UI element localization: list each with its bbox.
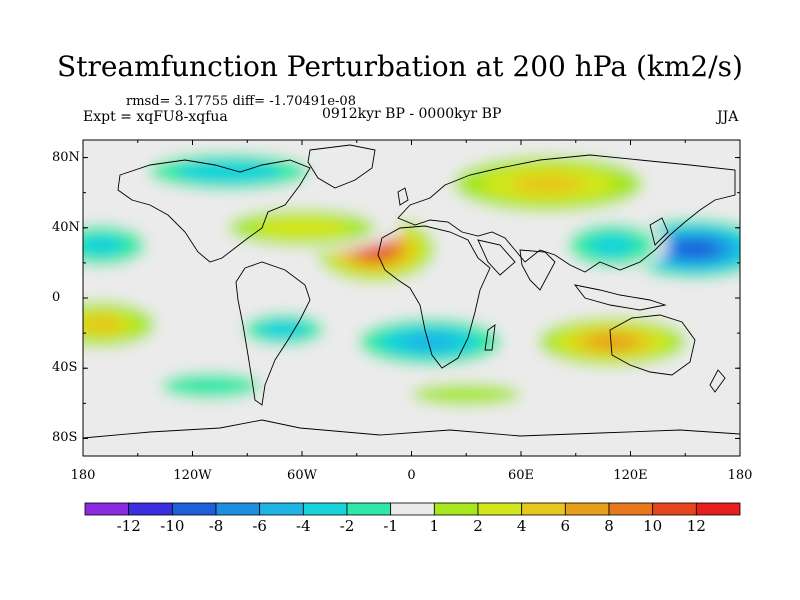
colorbar-swatch <box>215 502 261 516</box>
colorbar-swatch <box>128 502 173 516</box>
colorbar-swatch <box>564 502 610 516</box>
coast-africa <box>377 225 491 369</box>
lon-tick-label: 0 <box>407 468 416 483</box>
lat-tick-label: 40N <box>52 219 80 235</box>
colorbar-label: -1 <box>383 517 398 535</box>
anomaly-south-atlantic-low <box>347 315 512 369</box>
lon-tick-label: 180 <box>727 468 753 483</box>
colorbar-label: 2 <box>473 517 483 535</box>
colorbar-label: 12 <box>686 517 706 535</box>
anomaly-contour-level <box>177 160 281 184</box>
lon-tick-label: 120E <box>613 468 648 483</box>
colorbar-label: 1 <box>429 517 440 535</box>
colorbar-label: 4 <box>516 517 527 535</box>
axis-ticks <box>82 140 741 456</box>
anomaly-siberia-high <box>438 152 658 216</box>
colorbar-label: -4 <box>296 517 311 535</box>
colorbar-label: -12 <box>116 517 141 535</box>
map-title: Streamfunction Perturbation at 200 hPa (… <box>57 50 743 83</box>
coast-australia <box>609 314 696 376</box>
coast-madagascar <box>484 324 496 351</box>
lon-tick-label: 180 <box>70 468 96 483</box>
anomaly-contour-level <box>511 173 585 195</box>
colorbar-label: 10 <box>643 517 663 535</box>
colorbar-label: -10 <box>160 517 185 535</box>
anomaly-north-atlantic-high <box>201 203 403 253</box>
colorbar-swatch <box>652 502 697 516</box>
anomaly-southern-ocean-high <box>375 377 558 413</box>
lat-tick-label: 80S <box>52 430 78 446</box>
anomaly-contour-level <box>83 314 125 334</box>
stats-text: rmsd= 3.17755 diff= -1.70491e-08 <box>126 94 356 109</box>
colorbar-swatch <box>477 502 523 516</box>
coast-antarctica <box>83 419 740 439</box>
colorbar-swatch <box>521 502 566 516</box>
colorbar-label: 6 <box>560 517 571 535</box>
anomaly-contour-level <box>258 319 310 340</box>
coast-uk <box>397 187 409 206</box>
colorbar-swatch <box>346 502 392 516</box>
anomaly-contour-level <box>671 239 718 258</box>
lat-tick-label: 40S <box>52 360 78 376</box>
colorbar <box>84 502 741 516</box>
anomaly-contour-level <box>402 333 458 351</box>
anomaly-south-pacific-high <box>83 298 166 351</box>
colorbar-swatch <box>84 502 130 516</box>
experiment-label: Expt = xqFU8-xqfua <box>83 109 228 125</box>
colorbar-swatch <box>608 502 654 516</box>
season-label: JJA <box>717 109 739 125</box>
coast-new-zealand <box>709 369 726 393</box>
period-label: 0912kyr BP - 0000kyr BP <box>322 106 502 122</box>
anomaly-contour-level <box>587 333 637 350</box>
anomaly-east-asia-low <box>557 219 667 272</box>
colorbar-swatch <box>171 502 217 516</box>
colorbar-swatch <box>302 502 348 516</box>
lon-tick-label: 60E <box>507 468 535 483</box>
colorbar-label: 8 <box>604 517 614 535</box>
anomaly-contour-level <box>255 216 349 240</box>
coast-greenland <box>307 144 376 189</box>
colorbar-label: -8 <box>208 517 224 535</box>
coast-japan <box>649 217 669 246</box>
lon-tick-label: 120W <box>173 468 212 483</box>
coast-south-america <box>235 261 311 406</box>
lat-tick-label: 80N <box>52 149 80 165</box>
anomaly-layer <box>83 147 740 413</box>
coast-arabia <box>477 239 516 276</box>
anomaly-contour-level <box>161 373 261 399</box>
anomaly-south-america-low <box>229 308 339 351</box>
colorbar-swatch <box>259 502 304 516</box>
lat-tick-label: 0 <box>52 290 61 305</box>
anomaly-contour-level <box>83 235 124 256</box>
coast-india <box>519 249 556 291</box>
anomaly-contour-level <box>590 234 635 256</box>
colorbar-label: -6 <box>252 517 267 535</box>
colorbar-swatch <box>390 502 435 516</box>
anomaly-australia-high <box>530 315 695 369</box>
anomaly-canada-low <box>119 147 339 197</box>
colorbar-label: -2 <box>339 517 355 535</box>
anomaly-southern-pacific-low <box>128 364 293 407</box>
coast-north-america <box>117 159 311 263</box>
coast-maritime-continent <box>573 284 667 311</box>
colorbar-swatch <box>433 502 479 516</box>
colorbar-swatch <box>695 502 741 516</box>
coast-eurasia <box>397 154 736 273</box>
coastlines <box>83 144 740 439</box>
anomaly-contour-level <box>411 384 521 406</box>
anomaly-east-pacific-low <box>83 220 156 270</box>
lon-tick-label: 60W <box>287 468 317 483</box>
